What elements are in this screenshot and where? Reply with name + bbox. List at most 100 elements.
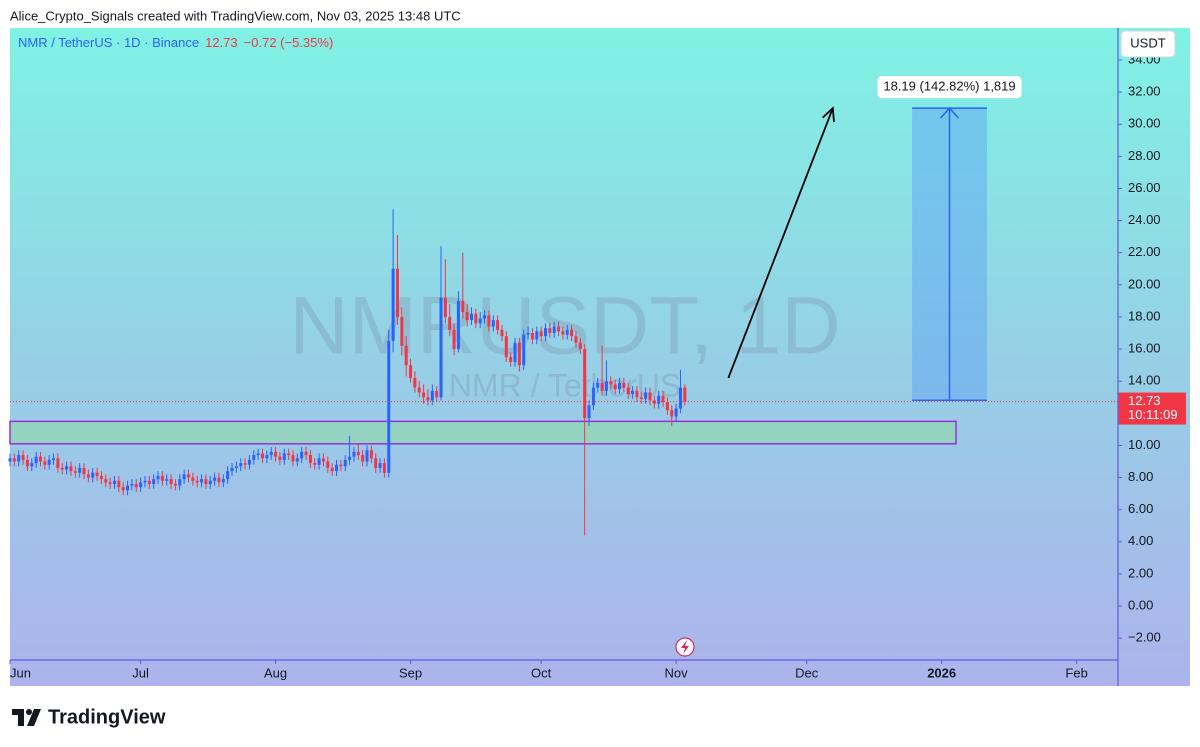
logo: TradingView [12, 706, 166, 728]
last-price-badge [1118, 392, 1186, 425]
candle-body [413, 377, 417, 388]
candle-body [282, 453, 286, 460]
last-price-label: 12.73 [1128, 393, 1161, 408]
candle-body [8, 458, 12, 462]
candle-body [665, 402, 669, 411]
y-tick-label: 20.00 [1128, 276, 1161, 291]
candle-body [295, 458, 299, 462]
candle-body [557, 326, 561, 332]
candle-body [509, 357, 513, 362]
candle-body [60, 467, 64, 470]
candle-body [670, 410, 674, 417]
candle-body [217, 477, 221, 483]
candle-body [635, 390, 639, 398]
candle-body [543, 328, 547, 337]
candle-body [195, 480, 199, 483]
candle-body [661, 395, 665, 403]
candle-body [278, 456, 282, 460]
candle-body [404, 345, 408, 366]
candle-body [591, 387, 595, 406]
countdown: 10:11:09 [1128, 407, 1178, 422]
candle-body [596, 382, 600, 388]
candle-body [578, 342, 582, 350]
candle-body [256, 453, 260, 456]
candle-body [478, 318, 482, 324]
candle-body [365, 450, 369, 462]
candle-body [439, 297, 443, 398]
candle-body [631, 390, 635, 395]
candle-body [678, 387, 682, 409]
candle-body [104, 479, 108, 483]
y-tick-label: 24.00 [1128, 212, 1161, 227]
candle-body [143, 480, 147, 483]
candle-body [200, 479, 204, 483]
candle-body [173, 483, 177, 486]
candle-body [652, 400, 656, 404]
candle-body [99, 475, 103, 480]
y-tick-label: 22.00 [1128, 244, 1161, 259]
candle-body [683, 387, 687, 402]
candle-body [230, 467, 234, 472]
candle-body [539, 331, 543, 337]
x-tick-label: Jun [10, 665, 31, 680]
candle-body [339, 464, 343, 467]
candle-body [335, 464, 339, 472]
y-tick-label: 14.00 [1128, 373, 1161, 388]
candle-body [443, 297, 447, 317]
candle-body [17, 455, 21, 462]
x-tick-label: Feb [1065, 665, 1087, 680]
candle-body [213, 477, 217, 481]
candle-body [121, 487, 125, 491]
trend-arrowhead [821, 106, 835, 123]
candle-body [34, 456, 38, 464]
candle-body [565, 329, 569, 335]
candle-body [291, 455, 295, 462]
candle-body [165, 479, 169, 481]
projection-label-box [877, 76, 1022, 99]
candle-body [587, 405, 591, 419]
candle-body [274, 451, 278, 457]
candle-body [234, 466, 238, 468]
candle-body [604, 381, 608, 391]
candle-body [239, 463, 243, 467]
x-tick-label: Jul [132, 665, 149, 680]
candle-body [204, 479, 208, 484]
candle-body [43, 461, 47, 465]
candle-body [548, 328, 552, 333]
candle-body [522, 334, 526, 366]
candle-body [117, 480, 121, 488]
currency-label: USDT [1130, 35, 1165, 50]
y-tick-label: 28.00 [1128, 148, 1161, 163]
candle-body [21, 455, 25, 460]
candle-body [65, 466, 69, 470]
candle-body [178, 479, 182, 486]
candle-body [500, 329, 504, 337]
symbol-legend: NMR / TetherUS · 1D · Binance 12.73 −0.72 … [18, 35, 333, 50]
candle-body [622, 382, 626, 388]
projection-arrowhead [939, 107, 960, 119]
candle-body [47, 459, 51, 465]
candle-body [361, 455, 365, 462]
x-tick-label: 2026 [927, 665, 956, 680]
event-icon-bolt [681, 640, 689, 654]
candle-body [352, 451, 356, 457]
y-tick-label: 32.00 [1128, 84, 1161, 99]
candle-body [618, 382, 622, 390]
candle-body [456, 300, 460, 350]
candle-body [156, 475, 160, 480]
projection-label: 18.19 (142.82%) 1,819 [883, 79, 1015, 94]
candle-body [583, 349, 587, 419]
candle-body [395, 268, 399, 317]
candle-body [304, 451, 308, 456]
candle-body [147, 480, 151, 484]
candle-body [330, 467, 334, 472]
candle-body [426, 397, 430, 401]
candle-body [56, 458, 60, 468]
candle-body [186, 474, 190, 478]
candle-body [430, 390, 434, 401]
candle-body [25, 459, 29, 467]
candle-body [95, 472, 99, 476]
candle-body [452, 329, 456, 350]
candle-body [269, 451, 273, 456]
